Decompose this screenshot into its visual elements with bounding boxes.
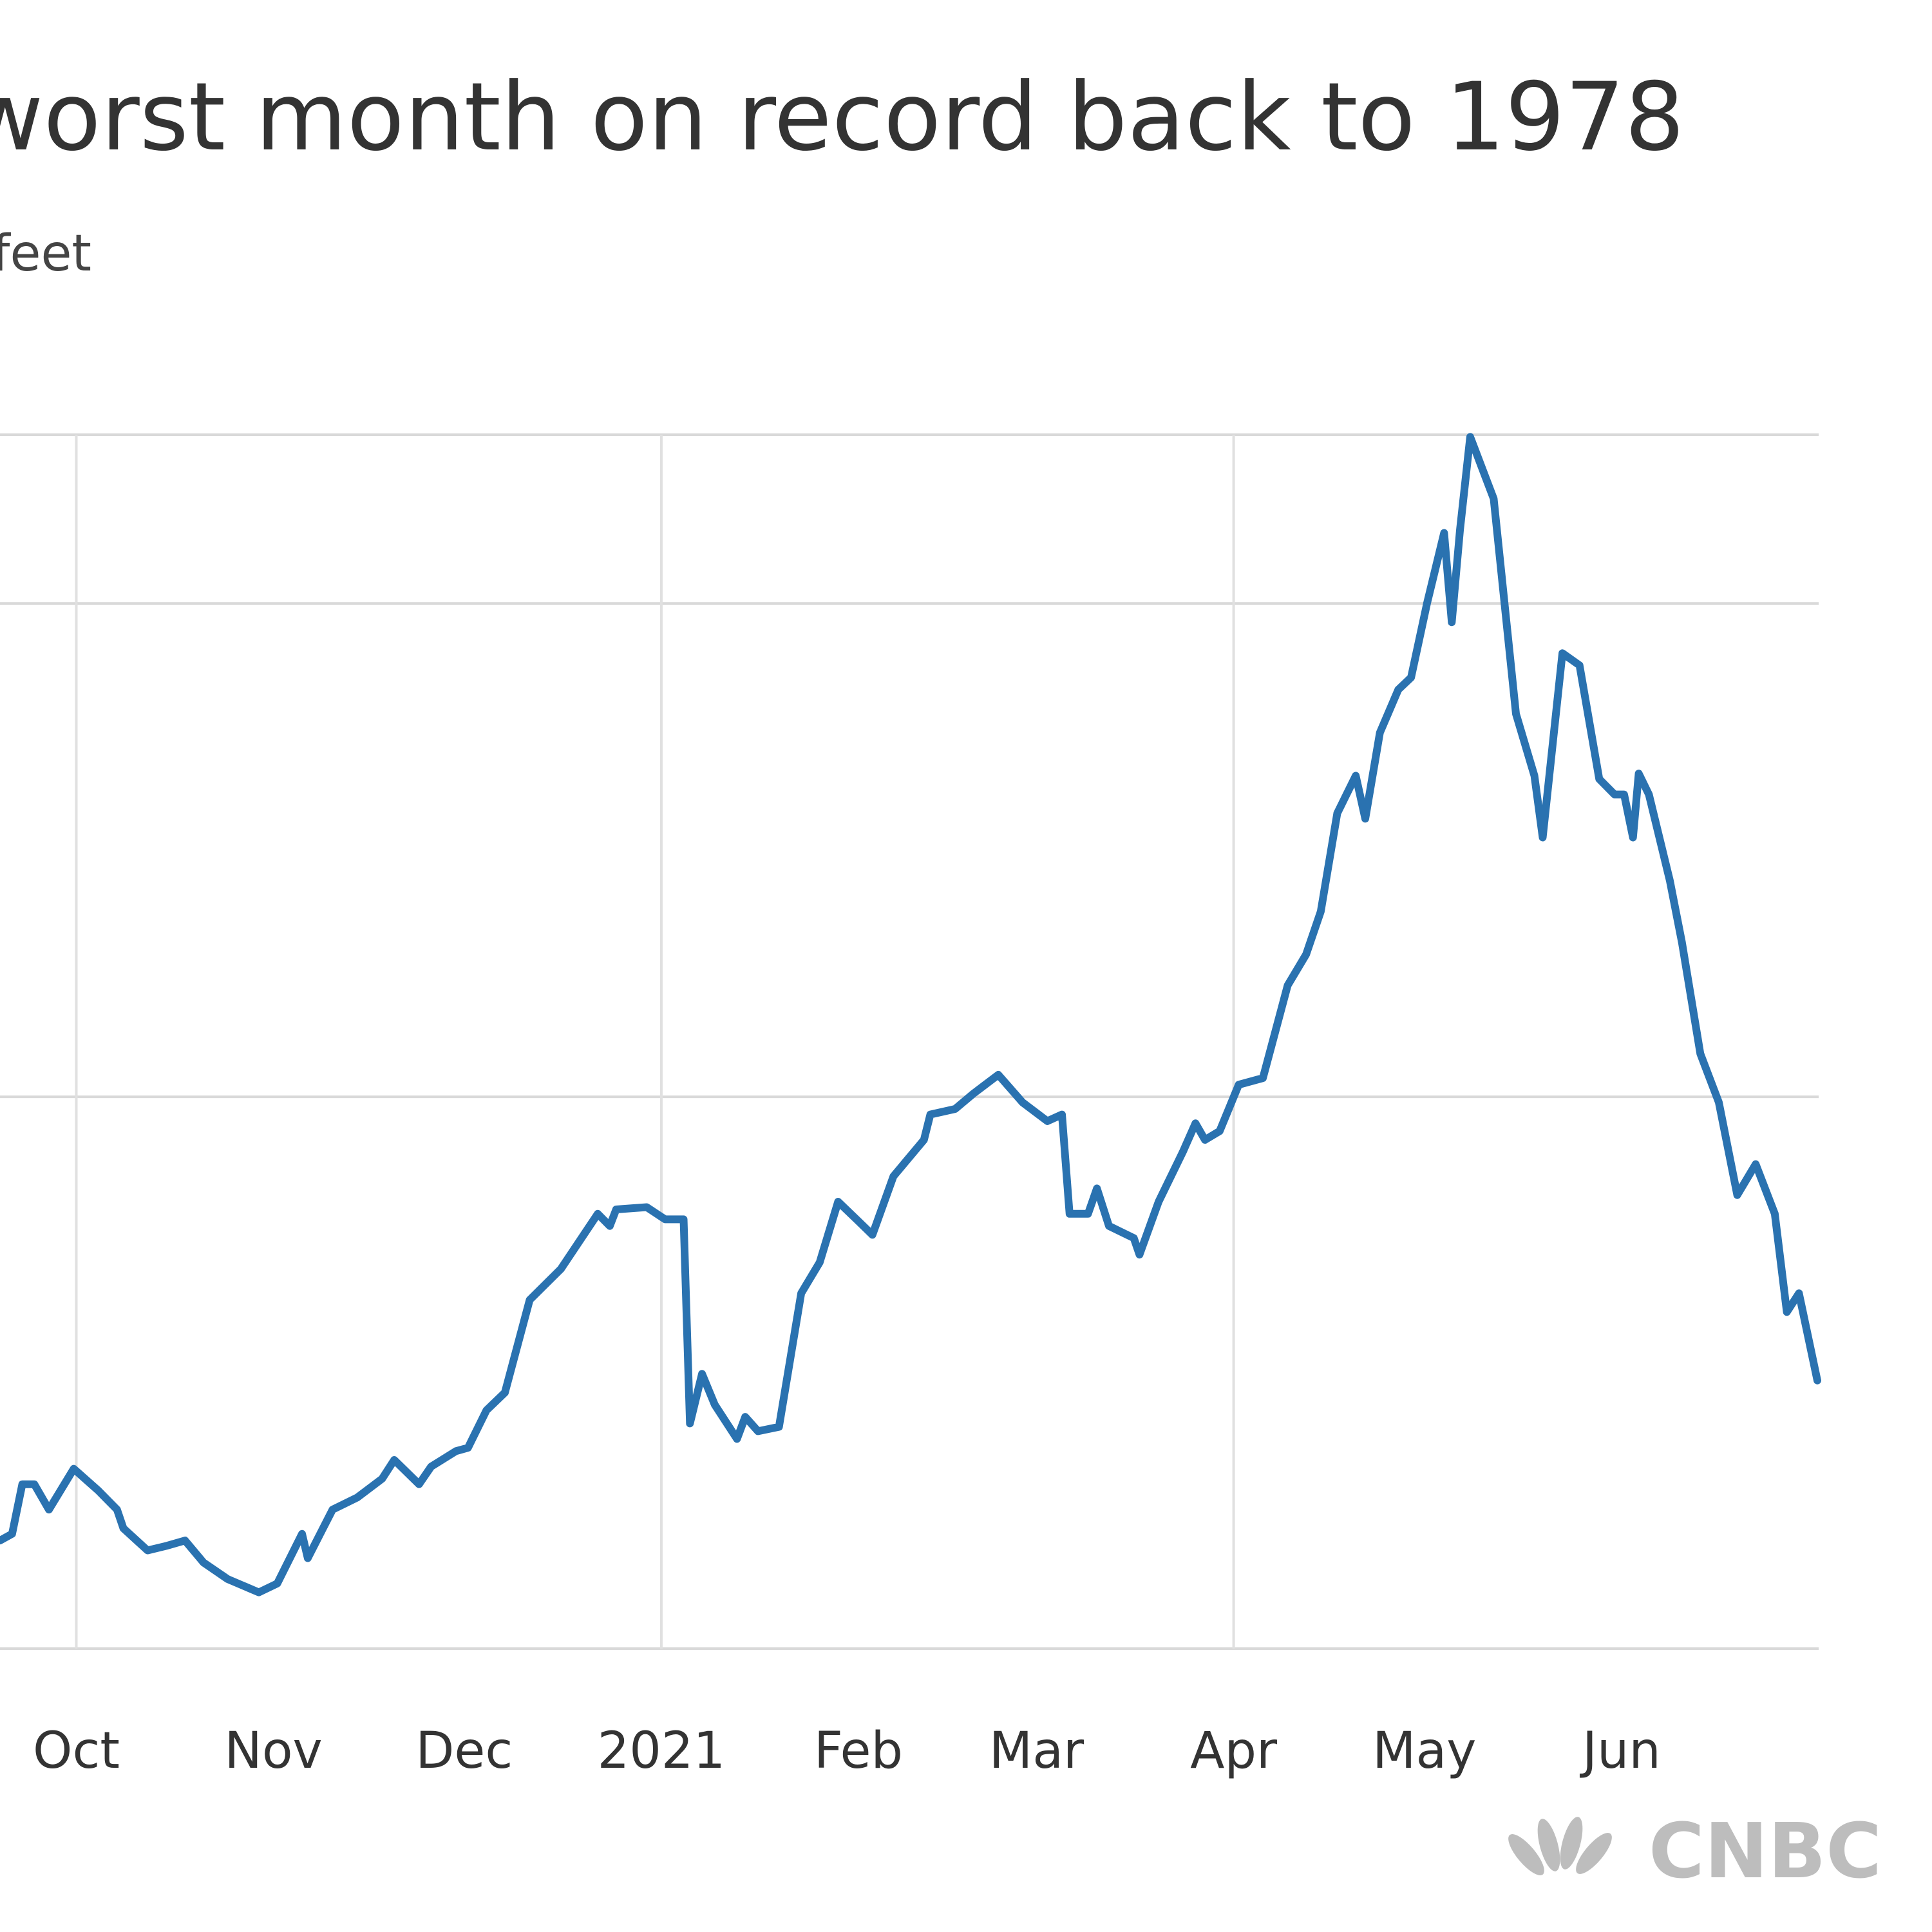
x-tick-label: Feb	[814, 1722, 903, 1780]
logo-icon	[1508, 1817, 1612, 1875]
grid	[0, 433, 1819, 1650]
x-tick-label: Apr	[1190, 1722, 1278, 1780]
x-tick-label: Oct	[33, 1722, 120, 1780]
x-tick-label: Nov	[224, 1722, 322, 1780]
x-tick-label: 2021	[598, 1722, 726, 1780]
chart-title: worst month on record back to 1978	[0, 62, 1685, 172]
logo: CNBC	[1508, 1806, 1882, 1895]
line	[0, 433, 1821, 1596]
x-tick-label: Jun	[1579, 1722, 1661, 1780]
x-tick-label: Mar	[989, 1722, 1084, 1780]
x-tick-label: May	[1372, 1722, 1476, 1780]
x-tick-label: Dec	[415, 1722, 513, 1780]
chart-subtitle: feet	[0, 225, 91, 283]
logo-text: CNBC	[1649, 1806, 1882, 1895]
